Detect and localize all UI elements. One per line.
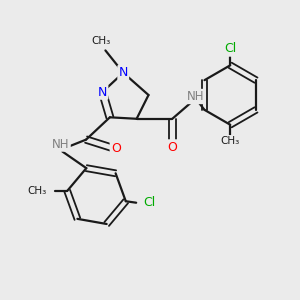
Text: O: O [167, 140, 177, 154]
Text: CH₃: CH₃ [91, 36, 111, 46]
Text: CH₃: CH₃ [220, 136, 240, 146]
Text: Cl: Cl [144, 196, 156, 209]
Text: O: O [111, 142, 121, 155]
Text: NH: NH [187, 90, 205, 103]
Text: Cl: Cl [224, 42, 236, 56]
Text: CH₃: CH₃ [27, 186, 46, 196]
Text: NH: NH [52, 138, 70, 151]
Text: N: N [98, 85, 107, 98]
Text: N: N [118, 66, 128, 79]
